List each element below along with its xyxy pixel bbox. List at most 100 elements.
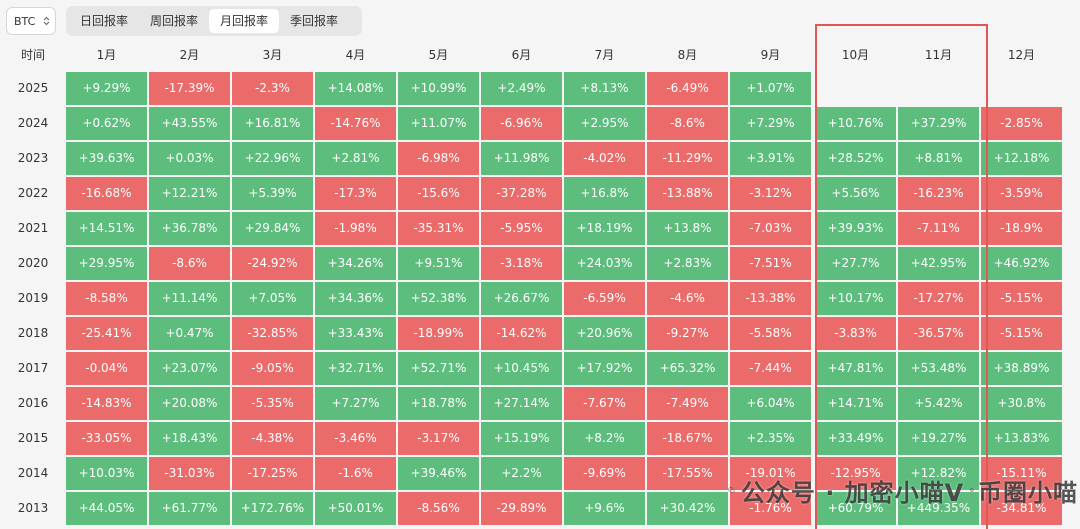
return-cell[interactable]: +34.36%	[315, 282, 396, 315]
return-cell[interactable]: -35.31%	[398, 212, 479, 245]
return-cell[interactable]: +33.49%	[815, 422, 896, 455]
return-cell[interactable]: -18.67%	[647, 422, 728, 455]
return-cell[interactable]: +39.93%	[815, 212, 896, 245]
return-cell[interactable]: +14.71%	[815, 387, 896, 420]
return-cell[interactable]: -3.18%	[481, 247, 562, 280]
tab-period-3[interactable]: 季回报率	[290, 14, 339, 28]
return-cell[interactable]: -33.05%	[66, 422, 147, 455]
return-cell[interactable]: +11.14%	[149, 282, 230, 315]
return-cell[interactable]: -1.76%	[730, 492, 811, 525]
month-header-8[interactable]: 8月	[677, 48, 698, 62]
return-cell[interactable]: -7.49%	[647, 387, 728, 420]
return-cell[interactable]: -8.56%	[398, 492, 479, 525]
return-cell[interactable]: -4.38%	[232, 422, 313, 455]
return-cell[interactable]: +2.2%	[481, 457, 562, 490]
return-cell[interactable]: +46.92%	[981, 247, 1062, 280]
return-cell[interactable]: +0.47%	[149, 317, 230, 350]
return-cell[interactable]: -5.95%	[481, 212, 562, 245]
month-header-9[interactable]: 9月	[760, 48, 781, 62]
return-cell[interactable]: +52.71%	[398, 352, 479, 385]
return-cell[interactable]: -5.35%	[232, 387, 313, 420]
return-cell[interactable]: -5.15%	[981, 282, 1062, 315]
return-cell[interactable]: -17.27%	[898, 282, 979, 315]
return-cell[interactable]: +10.03%	[66, 457, 147, 490]
return-cell[interactable]: +10.17%	[815, 282, 896, 315]
month-header-10[interactable]: 10月	[841, 48, 870, 62]
return-cell[interactable]: -3.83%	[815, 317, 896, 350]
return-cell[interactable]: +9.6%	[564, 492, 645, 525]
return-cell[interactable]: -4.6%	[647, 282, 728, 315]
return-cell[interactable]: -7.44%	[730, 352, 811, 385]
return-cell[interactable]: +0.62%	[66, 107, 147, 140]
return-cell[interactable]: +3.91%	[730, 142, 811, 175]
return-cell[interactable]: -17.39%	[149, 72, 230, 105]
return-cell[interactable]: +18.78%	[398, 387, 479, 420]
return-cell[interactable]: +30.42%	[647, 492, 728, 525]
month-header-4[interactable]: 4月	[345, 48, 366, 62]
return-cell[interactable]: +2.49%	[481, 72, 562, 105]
return-cell[interactable]: +33.43%	[315, 317, 396, 350]
month-header-6[interactable]: 6月	[511, 48, 532, 62]
return-cell[interactable]: +39.46%	[398, 457, 479, 490]
return-cell[interactable]: +22.96%	[232, 142, 313, 175]
return-cell[interactable]: -29.89%	[481, 492, 562, 525]
return-cell[interactable]: +30.8%	[981, 387, 1062, 420]
return-cell[interactable]: -16.68%	[66, 177, 147, 210]
return-cell[interactable]: +2.83%	[647, 247, 728, 280]
return-cell[interactable]: +19.27%	[898, 422, 979, 455]
return-cell[interactable]: -3.12%	[730, 177, 811, 210]
return-cell[interactable]: -6.98%	[398, 142, 479, 175]
return-cell[interactable]: +15.19%	[481, 422, 562, 455]
return-cell[interactable]: +27.7%	[815, 247, 896, 280]
return-cell[interactable]: -13.38%	[730, 282, 811, 315]
return-cell[interactable]: +10.76%	[815, 107, 896, 140]
return-cell[interactable]: -19.01%	[730, 457, 811, 490]
return-cell[interactable]: +47.81%	[815, 352, 896, 385]
return-cell[interactable]: +6.04%	[730, 387, 811, 420]
return-cell[interactable]: +8.13%	[564, 72, 645, 105]
return-cell[interactable]: +60.79%	[815, 492, 896, 525]
return-cell[interactable]: +13.83%	[981, 422, 1062, 455]
return-cell[interactable]: +17.92%	[564, 352, 645, 385]
return-cell[interactable]: -14.62%	[481, 317, 562, 350]
return-cell[interactable]: -7.51%	[730, 247, 811, 280]
return-cell[interactable]: +27.14%	[481, 387, 562, 420]
return-cell[interactable]: +14.08%	[315, 72, 396, 105]
return-cell[interactable]: -0.04%	[66, 352, 147, 385]
return-cell[interactable]: +23.07%	[149, 352, 230, 385]
return-cell[interactable]: +8.81%	[898, 142, 979, 175]
return-cell[interactable]: -7.03%	[730, 212, 811, 245]
return-cell[interactable]: -18.9%	[981, 212, 1062, 245]
return-cell[interactable]: -7.11%	[898, 212, 979, 245]
return-cell[interactable]: +38.89%	[981, 352, 1062, 385]
return-cell[interactable]: -17.55%	[647, 457, 728, 490]
return-cell[interactable]: +13.8%	[647, 212, 728, 245]
return-cell[interactable]: -6.49%	[647, 72, 728, 105]
month-header-11[interactable]: 11月	[924, 48, 953, 62]
return-cell[interactable]: -32.85%	[232, 317, 313, 350]
return-cell[interactable]: -3.59%	[981, 177, 1062, 210]
return-cell[interactable]: +1.07%	[730, 72, 811, 105]
return-cell[interactable]: +37.29%	[898, 107, 979, 140]
month-header-5[interactable]: 5月	[428, 48, 449, 62]
return-cell[interactable]: -1.98%	[315, 212, 396, 245]
return-cell[interactable]: +8.2%	[564, 422, 645, 455]
return-cell[interactable]: +7.05%	[232, 282, 313, 315]
return-cell[interactable]: -5.15%	[981, 317, 1062, 350]
return-cell[interactable]: -24.92%	[232, 247, 313, 280]
return-cell[interactable]: +11.07%	[398, 107, 479, 140]
month-header-1[interactable]: 1月	[96, 48, 117, 62]
return-cell[interactable]: +16.81%	[232, 107, 313, 140]
return-cell[interactable]: +5.39%	[232, 177, 313, 210]
return-cell[interactable]: +7.27%	[315, 387, 396, 420]
return-cell[interactable]: +65.32%	[647, 352, 728, 385]
return-cell[interactable]: -14.83%	[66, 387, 147, 420]
return-cell[interactable]: +2.81%	[315, 142, 396, 175]
return-cell[interactable]: +0.03%	[149, 142, 230, 175]
return-cell[interactable]: +12.82%	[898, 457, 979, 490]
return-cell[interactable]: +7.29%	[730, 107, 811, 140]
return-cell[interactable]: +53.48%	[898, 352, 979, 385]
tab-period-2[interactable]: 月回报率	[209, 9, 280, 33]
return-cell[interactable]: +9.51%	[398, 247, 479, 280]
return-cell[interactable]: -9.69%	[564, 457, 645, 490]
